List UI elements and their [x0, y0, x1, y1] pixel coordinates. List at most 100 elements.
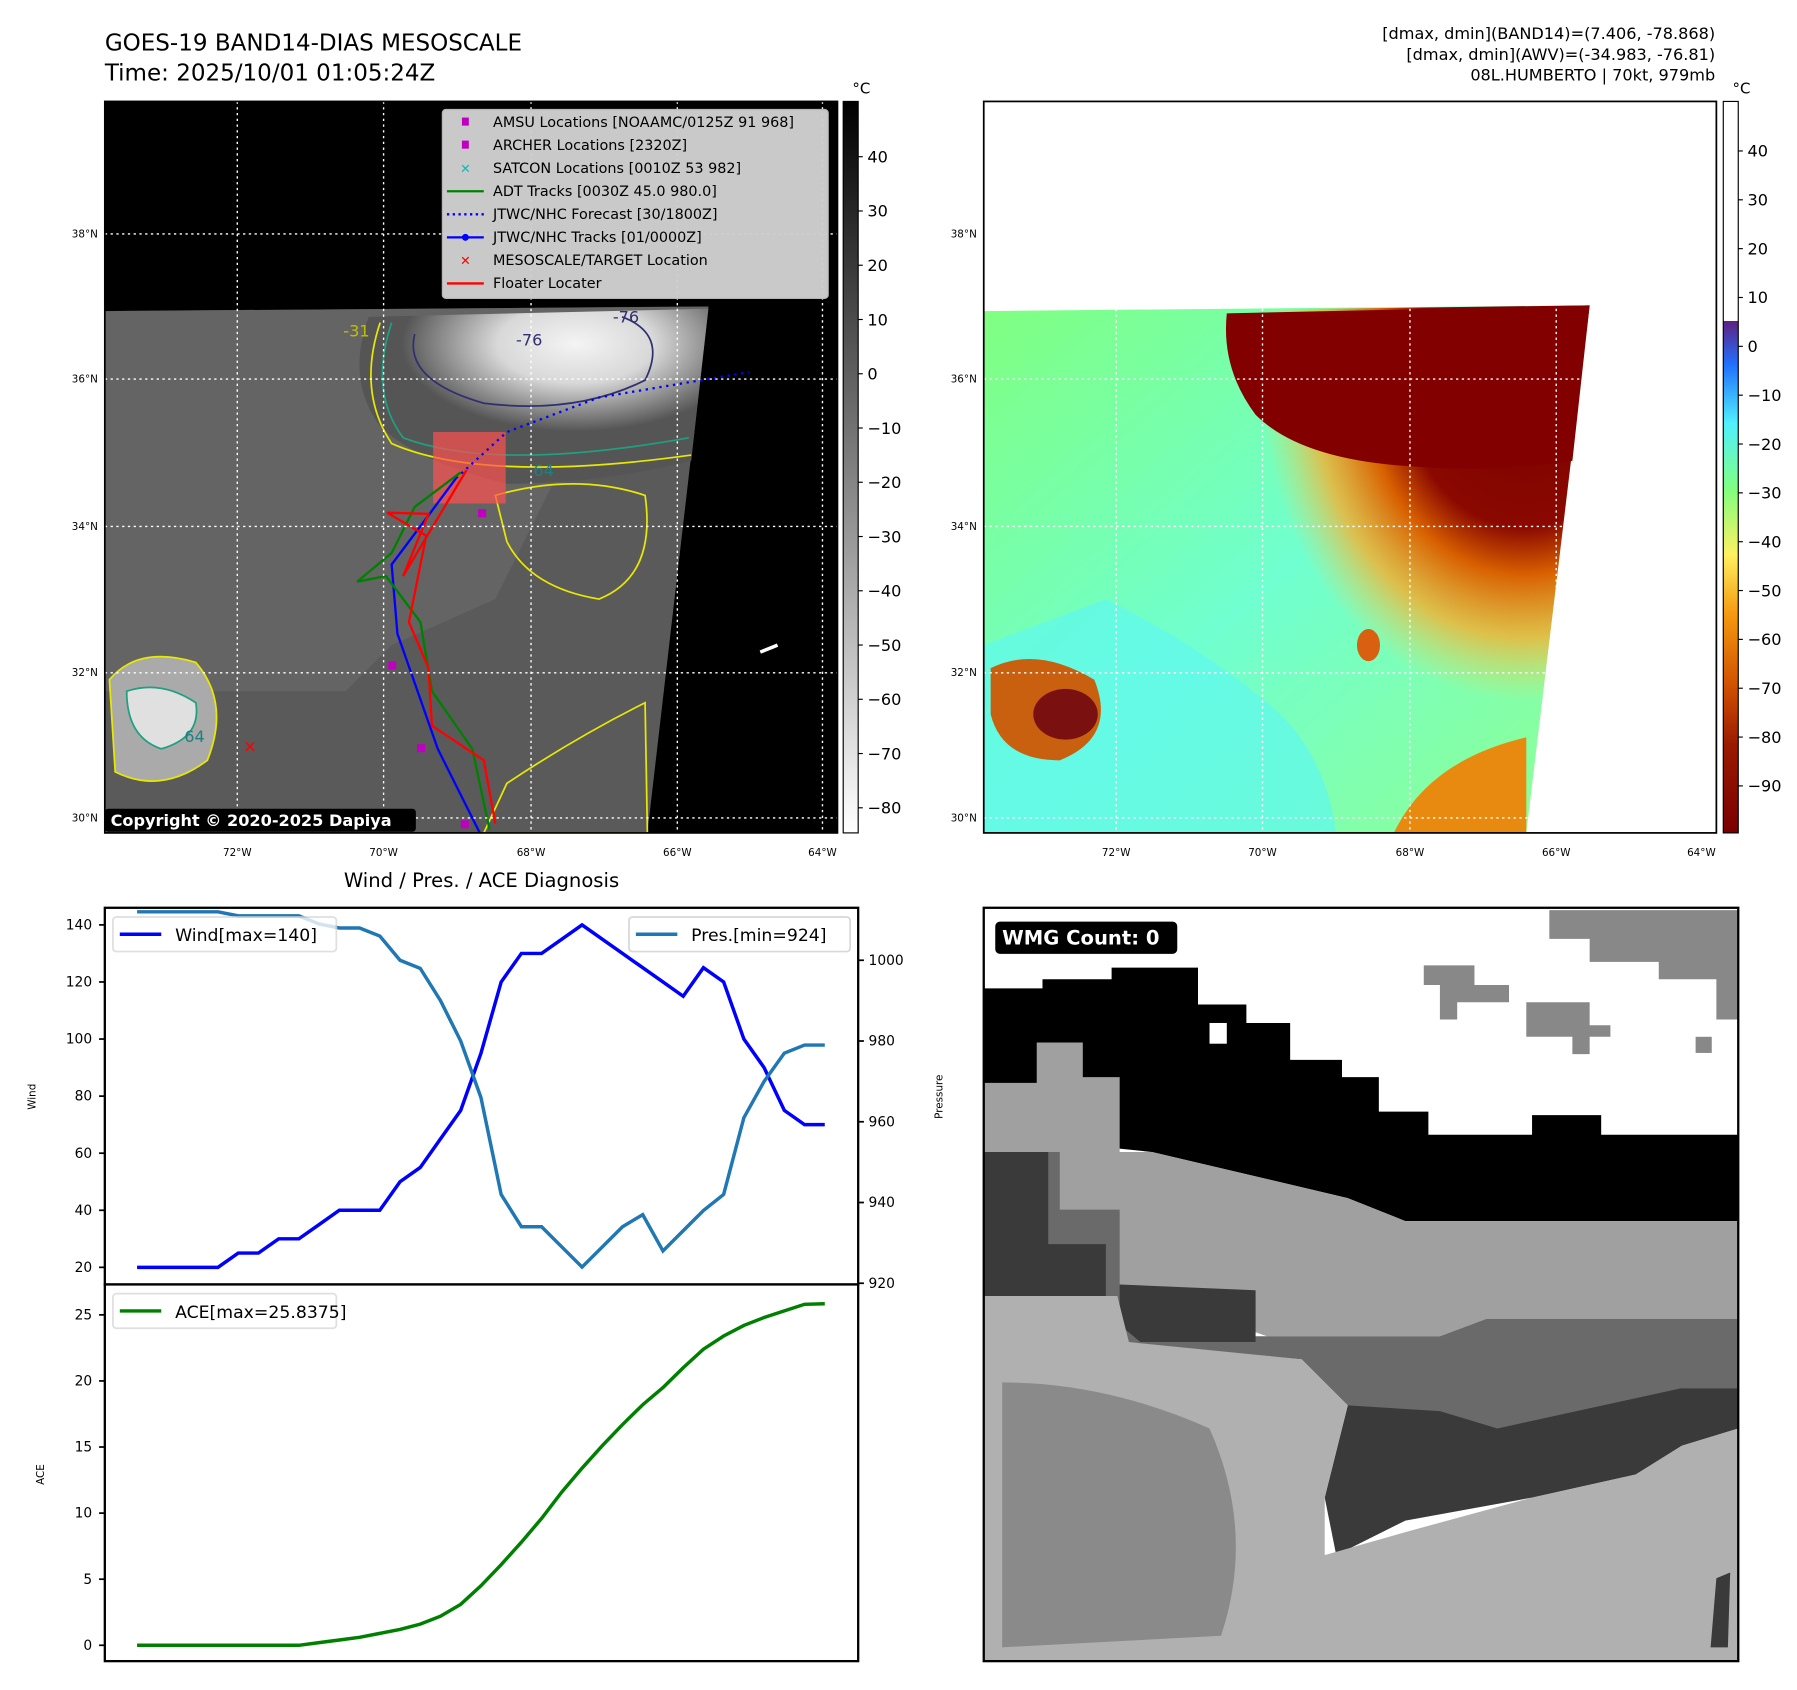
colorbar-tick-label: 40	[867, 147, 888, 166]
archer-marker	[388, 661, 397, 670]
storm-info: 08L.HUMBERTO | 70kt, 979mb	[1470, 66, 1715, 85]
wind-pressure-chart: 20 40 60 80 100 120 140 920 940 960 980 1000 Wind[ma…	[66, 910, 904, 1292]
colorbar-tick-label: 0	[1747, 337, 1757, 356]
square-marker-icon	[461, 140, 469, 149]
series-line-0	[137, 1302, 825, 1648]
map-axis-ticks: 72°W 70°W 68°W 66°W 64°W 38°N 36°N 34°N 32°N 30°N	[951, 228, 1716, 859]
legend-item: ✕ SATCON Locations [0010Z 53 982]	[460, 161, 741, 177]
awv-range: [dmax, dmin](AWV)=(-34.983, -76.81)	[1406, 45, 1715, 64]
y-tick-label: 140	[66, 918, 92, 934]
x-marker-icon: ✕	[460, 253, 471, 268]
colorbar-tick-label: 30	[1747, 191, 1768, 210]
colorbar-ticks: 40 30 20 10 0 −10 −20 −30 −40 −50 −60 −70 −80 −90	[1738, 142, 1781, 796]
cold-cloud-region	[1225, 305, 1590, 469]
y-tick-label: 20	[75, 1260, 93, 1276]
colorbar-tick-label: −70	[1747, 679, 1781, 698]
colorbar-tick-label: 10	[1747, 288, 1768, 307]
colorbar-tick-label: 20	[867, 256, 888, 275]
lat-tick-label: 32°N	[72, 667, 98, 679]
y-tick-label: 0	[83, 1638, 92, 1654]
colorbar-tick-label: −80	[1747, 728, 1781, 747]
colorbar-ticks: 40 30 20 10 0 −10 −20 −30 −40 −50 −60 −70 −80	[858, 147, 901, 818]
colorbar-tick-label: −20	[1747, 435, 1781, 454]
chart-legend: ACE[max=25.8375]	[112, 1292, 347, 1330]
wind-axis-label: Wind	[27, 1084, 39, 1110]
lon-tick-label: 66°W	[1542, 847, 1571, 859]
colorbar-tick-label: −40	[867, 582, 901, 601]
y-tick-label: 25	[75, 1307, 93, 1323]
lat-tick-label: 38°N	[72, 228, 98, 240]
lon-tick-label: 70°W	[369, 847, 398, 859]
legend-box	[628, 916, 851, 953]
y-tick-label: 40	[75, 1203, 93, 1219]
y2-tick-label: 940	[869, 1195, 895, 1211]
lat-tick-label: 30°N	[72, 812, 98, 824]
legend-label: MESOSCALE/TARGET Location	[493, 253, 708, 269]
colorbar-unit: °C	[852, 79, 870, 97]
colorbar-tick-label: −60	[867, 690, 901, 709]
legend-box	[112, 1292, 338, 1330]
legend-item: JTWC/NHC Tracks [01/0000Z]	[446, 230, 702, 246]
gridlines	[983, 101, 1717, 833]
colorbar-unit: °C	[1732, 79, 1750, 97]
x-marker-icon: ✕	[460, 161, 471, 176]
legend-label: JTWC/NHC Tracks [01/0000Z]	[492, 230, 702, 246]
legend-label: JTWC/NHC Forecast [30/1800Z]	[492, 207, 717, 223]
lon-tick-label: 64°W	[808, 847, 837, 859]
colorbar-tick-label: −50	[1747, 581, 1781, 600]
best-track	[390, 477, 482, 833]
band14-range: [dmax, dmin](BAND14)=(7.406, -78.868)	[1382, 24, 1715, 43]
legend-item: ARCHER Locations [2320Z]	[461, 138, 687, 154]
wmg-count-badge	[995, 921, 1178, 954]
lat-tick-label: 34°N	[72, 521, 98, 533]
copyright-text: Copyright © 2020-2025 Dapiya	[111, 811, 392, 830]
legend-label: SATCON Locations [0010Z 53 982]	[493, 161, 741, 177]
colorbar-tick-label: −70	[867, 744, 901, 763]
colorbar-tick-label: −10	[1747, 386, 1781, 405]
figure-time: Time: 2025/10/01 01:05:24Z	[104, 61, 436, 87]
y-tick-label: 20	[75, 1374, 93, 1390]
square-marker-icon	[461, 117, 469, 126]
map-legend: AMSU Locations [NOAAMC/0125Z 91 968] ARCH…	[441, 108, 829, 299]
awv-colorbar	[1722, 100, 1739, 834]
legend-label: AMSU Locations [NOAAMC/0125Z 91 968]	[493, 115, 794, 131]
legend-label: Pres.[min=924]	[691, 926, 826, 946]
colorbar-tick-label: 40	[1747, 142, 1768, 161]
legend-label: ARCHER Locations [2320Z]	[493, 138, 687, 154]
awv-map	[983, 101, 1717, 833]
lon-tick-label: 72°W	[223, 847, 252, 859]
lat-tick-label: 38°N	[951, 228, 977, 240]
lon-tick-label: 64°W	[1687, 847, 1716, 859]
series-line-1	[137, 910, 825, 1270]
legend-item: ADT Tracks [0030Z 45.0 980.0]	[446, 184, 717, 200]
y-tick-label: 60	[75, 1146, 93, 1162]
y-tick-label: 10	[75, 1506, 93, 1522]
legend-label: ADT Tracks [0030Z 45.0 980.0]	[493, 184, 717, 200]
target-marker: ✕	[243, 737, 257, 756]
wmg-panel: WMG Count: 0	[982, 906, 1740, 1663]
lon-tick-label: 66°W	[663, 847, 692, 859]
legend-label: ACE[max=25.8375]	[175, 1303, 346, 1323]
legend-label: Floater Locater	[493, 276, 602, 292]
y2-tick-label: 960	[869, 1114, 895, 1130]
ace-axes	[103, 1283, 860, 1663]
lat-tick-label: 34°N	[951, 521, 977, 533]
series-line-0	[137, 922, 825, 1270]
colorbar-tick-label: −20	[867, 473, 901, 492]
y-tick-label: 80	[75, 1089, 93, 1105]
floater-track	[386, 469, 497, 824]
chart-title: Wind / Pres. / ACE Diagnosis	[344, 869, 619, 892]
legend-box	[112, 916, 338, 953]
ace-chart: 0 5 10 15 20 25 ACE[max=25.8375]	[75, 1292, 825, 1654]
lat-tick-label: 36°N	[72, 374, 98, 386]
colorbar-tick-label: 30	[867, 202, 888, 221]
y-tick-label: 100	[66, 1032, 92, 1048]
y-tick-label: 15	[75, 1440, 93, 1456]
lon-tick-label: 68°W	[1396, 847, 1425, 859]
ace-axis-label: ACE	[35, 1464, 47, 1485]
contour-label: -31	[343, 321, 369, 340]
y2-tick-label: 920	[869, 1276, 895, 1292]
colorbar-tick-label: −80	[867, 799, 901, 818]
lon-tick-label: 68°W	[517, 847, 546, 859]
